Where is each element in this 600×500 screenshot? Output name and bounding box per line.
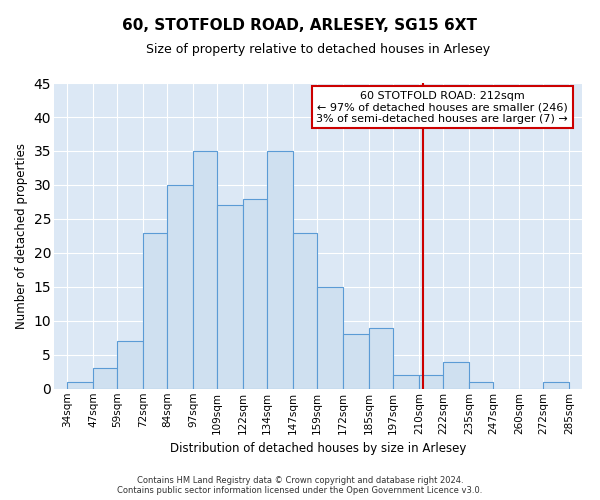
X-axis label: Distribution of detached houses by size in Arlesey: Distribution of detached houses by size … bbox=[170, 442, 466, 455]
Bar bbox=[117, 341, 143, 389]
Text: 60 STOTFOLD ROAD: 212sqm
← 97% of detached houses are smaller (246)
3% of semi-d: 60 STOTFOLD ROAD: 212sqm ← 97% of detach… bbox=[316, 90, 568, 124]
Text: 60, STOTFOLD ROAD, ARLESEY, SG15 6XT: 60, STOTFOLD ROAD, ARLESEY, SG15 6XT bbox=[122, 18, 478, 32]
Bar bbox=[469, 382, 493, 389]
Bar bbox=[369, 328, 393, 389]
Bar bbox=[293, 232, 317, 389]
Bar bbox=[393, 375, 419, 389]
Bar bbox=[167, 185, 193, 389]
Bar bbox=[143, 232, 167, 389]
Bar bbox=[67, 382, 93, 389]
Bar bbox=[267, 151, 293, 389]
Y-axis label: Number of detached properties: Number of detached properties bbox=[15, 143, 28, 329]
Bar bbox=[443, 362, 469, 389]
Text: Contains HM Land Registry data © Crown copyright and database right 2024.
Contai: Contains HM Land Registry data © Crown c… bbox=[118, 476, 482, 495]
Bar bbox=[193, 151, 217, 389]
Bar bbox=[317, 287, 343, 389]
Bar bbox=[243, 198, 267, 389]
Bar bbox=[419, 375, 443, 389]
Bar bbox=[93, 368, 117, 389]
Title: Size of property relative to detached houses in Arlesey: Size of property relative to detached ho… bbox=[146, 42, 490, 56]
Bar bbox=[343, 334, 369, 389]
Bar bbox=[217, 206, 243, 389]
Bar bbox=[544, 382, 569, 389]
